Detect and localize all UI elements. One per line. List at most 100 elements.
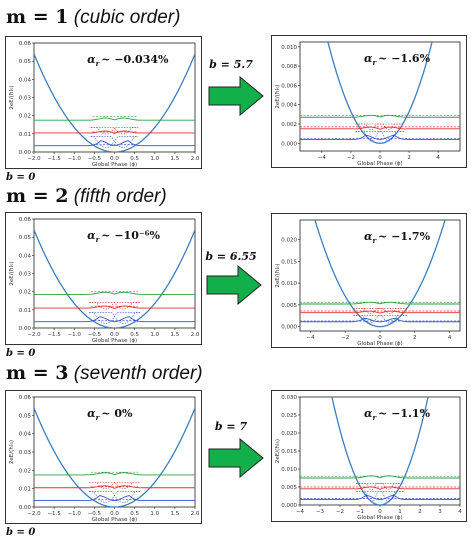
x-tick-label: −1.5 bbox=[47, 332, 61, 338]
plot-svg: −2.0 −1.5 −1.0 −0.5 0.0 0.5 1.0 1.5 2.0 0.00 0.01 0… bbox=[9, 41, 200, 168]
row-3-left-plot: −2.0 −1.5 −1.0 −0.5 0.0 0.5 1.0 1.5 2.0 0.00 0.01 0… bbox=[5, 390, 202, 524]
energy-band-line bbox=[300, 317, 460, 323]
crossing-arc bbox=[90, 127, 139, 135]
x-tick-label: 4 bbox=[448, 335, 452, 341]
x-tick-label: 0.0 bbox=[110, 156, 119, 162]
crossing-arc bbox=[355, 123, 405, 131]
row-3-m: m = 3 bbox=[6, 362, 69, 384]
row-2-b-right: b = 6.55 bbox=[205, 250, 257, 263]
x-tick-label: 2 bbox=[413, 335, 417, 341]
x-axis-label: Global Phase (ϕ) bbox=[357, 161, 402, 167]
x-axis-label: Global Phase (ϕ) bbox=[92, 517, 137, 523]
y-tick-label: 0.06 bbox=[19, 41, 32, 47]
x-tick-label: −4 bbox=[318, 155, 327, 161]
crossing-arc bbox=[90, 136, 139, 148]
row-2-title: m = 2 (fifth order) bbox=[6, 185, 167, 208]
crossing-arc bbox=[355, 131, 405, 142]
energy-band-line bbox=[300, 310, 460, 314]
energy-band-line bbox=[300, 114, 460, 118]
x-tick-label: −4 bbox=[306, 335, 315, 341]
x-tick-label: −2 bbox=[341, 335, 349, 341]
y-tick-label: 0.01 bbox=[19, 132, 31, 138]
parabola-curve bbox=[34, 53, 195, 152]
row-3-right-plot: −4 −3 −2 −1 0 1 2 3 4 0.000 0.005 0.010 0.015 0.020 0.… bbox=[271, 390, 467, 522]
y-tick-label: 0.00 bbox=[19, 326, 32, 332]
row-1-b-left: b = 0 bbox=[6, 172, 36, 183]
alpha-annotation: αr ~ −10⁻⁶% bbox=[87, 229, 160, 244]
parabola-curve bbox=[327, 42, 433, 144]
energy-band-line bbox=[34, 305, 195, 310]
x-tick-label: 2.0 bbox=[191, 511, 200, 517]
y-axis-label: 2eE/(ħI₀) bbox=[275, 84, 281, 108]
x-axis-label: Global Phase (ϕ) bbox=[92, 338, 137, 344]
x-tick-label: −0.5 bbox=[88, 156, 102, 162]
y-tick-label: 0.06 bbox=[19, 395, 32, 401]
alpha-annotation: αr ~ −1.7% bbox=[364, 230, 431, 245]
y-tick-label: 0.025 bbox=[281, 413, 297, 419]
energy-band-line bbox=[300, 134, 460, 140]
x-tick-label: 0 bbox=[378, 335, 382, 341]
row-1-arrow-icon bbox=[208, 76, 264, 116]
y-tick-label: 0.03 bbox=[19, 272, 32, 278]
row-3-b-right: b = 7 bbox=[214, 420, 248, 433]
x-tick-label: −1 bbox=[356, 509, 364, 515]
crossing-arc bbox=[90, 127, 139, 135]
crossing-arc bbox=[356, 483, 404, 491]
x-tick-label: 2.0 bbox=[191, 156, 200, 162]
y-tick-label: 0.04 bbox=[19, 77, 32, 83]
crossing-arc bbox=[89, 302, 140, 310]
x-tick-label: 1.5 bbox=[171, 511, 180, 517]
alpha-annotation: αr ~ −1.6% bbox=[364, 52, 431, 67]
plot-svg: −4 −2 0 2 4 0.000 0.002 0.004 0.006 0.008 0.010 Glo… bbox=[275, 41, 461, 167]
row-1-left-plot: −2.0 −1.5 −1.0 −0.5 0.0 0.5 1.0 1.5 2.0 0.00 0.01 0… bbox=[5, 36, 202, 169]
plot-svg: −2.0 −1.5 −1.0 −0.5 0.0 0.5 1.0 1.5 2.0 0.00 0.01 0… bbox=[9, 217, 200, 344]
x-tick-label: −1.5 bbox=[47, 511, 61, 517]
alpha-annotation: αr ~ −0.034% bbox=[87, 53, 169, 68]
x-tick-label: 1.5 bbox=[171, 332, 180, 338]
x-tick-label: 3 bbox=[438, 509, 442, 515]
y-tick-label: 0.006 bbox=[281, 83, 297, 89]
x-tick-label: 1 bbox=[398, 509, 402, 515]
energy-band-line bbox=[300, 126, 460, 130]
energy-band-line bbox=[34, 495, 195, 502]
crossing-arc bbox=[353, 315, 407, 324]
energy-band-line bbox=[34, 472, 195, 476]
row-2-arrow-icon bbox=[206, 265, 262, 305]
y-axis-label: 2eE/(ħI₀) bbox=[9, 440, 15, 464]
energy-band-line bbox=[300, 301, 460, 305]
x-tick-label: −2 bbox=[336, 509, 344, 515]
x-tick-label: −1.0 bbox=[68, 332, 82, 338]
energy-band-line bbox=[34, 316, 195, 323]
y-tick-label: 0.03 bbox=[19, 450, 32, 456]
row-2-b-left: b = 0 bbox=[6, 348, 36, 359]
energy-band-line bbox=[34, 117, 195, 121]
y-tick-label: 0.05 bbox=[19, 235, 32, 241]
y-tick-label: 0.010 bbox=[281, 281, 297, 287]
x-tick-label: 2.0 bbox=[191, 332, 200, 338]
y-axis-label: 2eE/(ħI₀) bbox=[275, 439, 281, 463]
y-tick-label: 0.015 bbox=[281, 259, 297, 265]
x-tick-label: −1.5 bbox=[47, 156, 61, 162]
y-tick-label: 0.02 bbox=[19, 468, 31, 474]
y-tick-label: 0.000 bbox=[281, 141, 297, 147]
crossing-arc bbox=[89, 491, 140, 503]
parabola-curve bbox=[34, 229, 195, 328]
row-3-title: m = 3 (seventh order) bbox=[6, 362, 203, 385]
row-2-right-plot: −4 −2 0 2 4 0.000 0.005 0.010 0.015 0.020 Global P… bbox=[271, 213, 467, 348]
energy-band-line bbox=[300, 494, 460, 501]
x-tick-label: 1.0 bbox=[150, 511, 159, 517]
y-tick-label: 0.020 bbox=[281, 238, 297, 244]
y-tick-label: 0.004 bbox=[281, 103, 297, 109]
y-tick-label: 0.000 bbox=[281, 503, 297, 509]
crossing-arc bbox=[353, 308, 407, 314]
energy-band-line bbox=[34, 130, 195, 134]
y-tick-label: 0.04 bbox=[19, 432, 32, 438]
row-1-title: m = 1 (cubic order) bbox=[6, 6, 180, 29]
x-tick-label: −1.0 bbox=[68, 156, 82, 162]
y-tick-label: 0.00 bbox=[19, 505, 32, 511]
y-tick-label: 0.015 bbox=[281, 449, 297, 455]
x-tick-label: −4 bbox=[296, 509, 305, 515]
energy-band-line bbox=[34, 140, 195, 147]
plot-svg: −4 −3 −2 −1 0 1 2 3 4 0.000 0.005 0.010 0.015 0.020 0.… bbox=[275, 395, 462, 521]
x-tick-label: −0.5 bbox=[88, 332, 102, 338]
